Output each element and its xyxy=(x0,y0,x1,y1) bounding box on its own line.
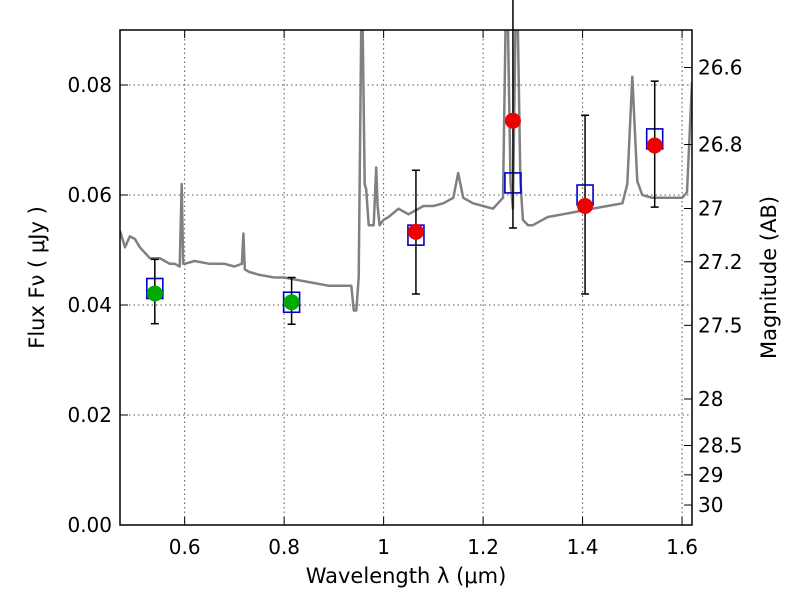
spectrum-layer xyxy=(120,30,692,312)
data-point xyxy=(407,223,424,240)
x-tick-label: 0.6 xyxy=(169,535,201,559)
y-axis-title: Flux Fν ( μJy ) xyxy=(25,206,49,349)
y2-tick-label: 30 xyxy=(698,493,723,517)
y-tick-label: 0.00 xyxy=(67,513,112,537)
x-tick-label: 1.4 xyxy=(567,535,599,559)
data-points-layer xyxy=(146,0,664,325)
y-tick-label: 0.06 xyxy=(67,183,112,207)
y2-tick-label: 26.8 xyxy=(698,132,743,156)
x-tick-label: 0.8 xyxy=(268,535,300,559)
grid-lines xyxy=(120,30,692,526)
y2-tick-label: 27 xyxy=(698,197,723,221)
y2-tick-label: 28 xyxy=(698,387,723,411)
x-axis-title: Wavelength λ (μm) xyxy=(306,564,507,588)
spectrum-line xyxy=(120,30,692,312)
y2-tick-label: 28.5 xyxy=(698,434,743,458)
y2-tick-label: 26.6 xyxy=(698,56,743,80)
y2-tick-label: 27.5 xyxy=(698,313,743,337)
y-tick-label: 0.04 xyxy=(67,293,112,317)
data-point xyxy=(646,137,663,154)
data-point xyxy=(504,112,521,129)
y-tick-label: 0.02 xyxy=(67,403,112,427)
data-point xyxy=(283,294,300,311)
plot-frame xyxy=(119,29,693,526)
y2-tick-label: 27.2 xyxy=(698,250,743,274)
x-tick-label: 1 xyxy=(377,535,390,559)
axes-ticks: 0.6 0.8 1 1.2 1.4 1.6 0.00 0.02 0.04 0.06 0.08 26.6… xyxy=(67,30,743,559)
x-tick-label: 1.6 xyxy=(666,535,698,559)
data-point xyxy=(146,285,163,302)
y2-axis-title: Magnitude (AB) xyxy=(757,196,781,359)
x-tick-label: 1.2 xyxy=(467,535,499,559)
data-point xyxy=(577,198,594,214)
y2-tick-label: 29 xyxy=(698,463,723,487)
y-tick-label: 0.08 xyxy=(67,73,112,97)
